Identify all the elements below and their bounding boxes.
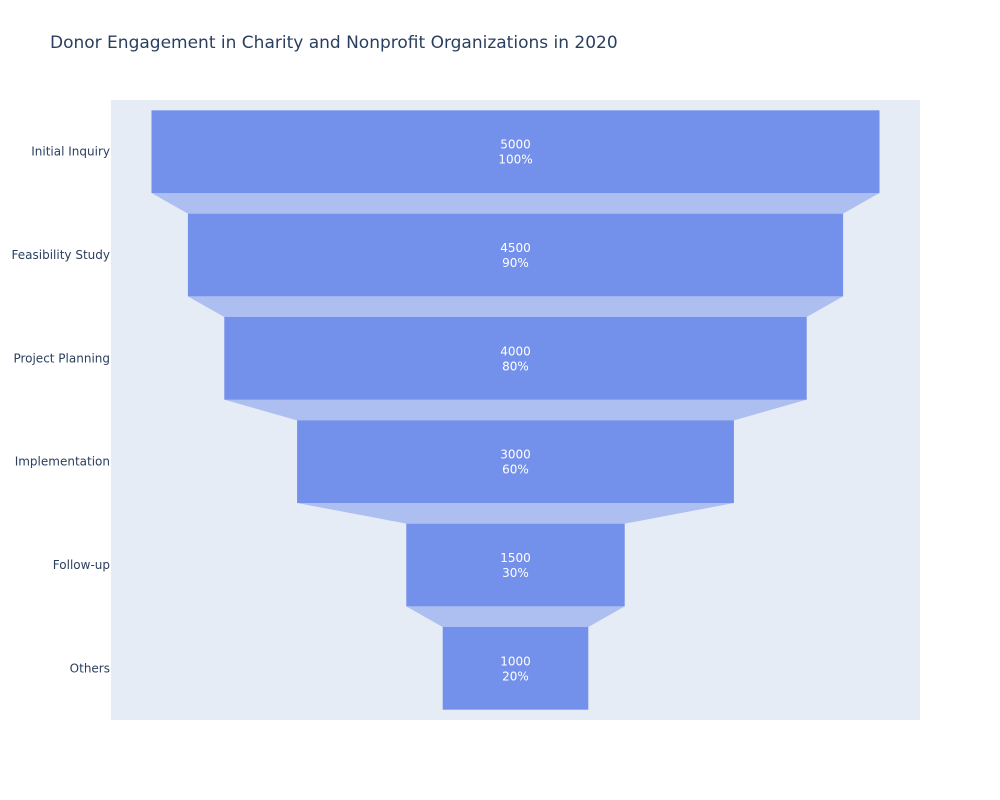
funnel-connector-5	[406, 606, 625, 627]
category-label-others: Others	[70, 661, 110, 675]
funnel-bar-feasibility-study[interactable]	[187, 213, 844, 297]
funnel-connector-4	[297, 503, 734, 524]
funnel-connectors	[151, 193, 880, 627]
value-label-initial-inquiry: 5000	[500, 138, 531, 152]
chart-title: Donor Engagement in Charity and Nonprofi…	[50, 33, 618, 53]
percent-label-feasibility-study: 90%	[502, 256, 529, 270]
funnel-connector-2	[187, 296, 844, 317]
value-label-follow-up: 1500	[500, 551, 531, 565]
funnel-connector-3	[224, 399, 807, 421]
funnel-bar-implementation[interactable]	[297, 420, 734, 504]
category-label-implementation: Implementation	[15, 455, 110, 469]
value-label-implementation: 3000	[500, 448, 531, 462]
percent-label-initial-inquiry: 100%	[498, 153, 532, 167]
percent-label-others: 20%	[502, 669, 529, 683]
percent-label-implementation: 60%	[502, 463, 529, 477]
value-label-project-planning: 4000	[500, 344, 531, 358]
funnel-bar-follow-up[interactable]	[406, 523, 625, 607]
funnel-bar-initial-inquiry[interactable]	[151, 110, 880, 194]
category-label-follow-up: Follow-up	[53, 558, 110, 572]
funnel-bar-project-planning[interactable]	[224, 316, 807, 400]
category-label-initial-inquiry: Initial Inquiry	[31, 145, 110, 159]
category-labels: Initial Inquiry Feasibility Study Project …	[12, 145, 110, 676]
category-label-project-planning: Project Planning	[13, 351, 110, 365]
percent-label-project-planning: 80%	[502, 359, 529, 373]
category-label-feasibility-study: Feasibility Study	[12, 248, 110, 262]
value-label-others: 1000	[500, 654, 531, 668]
percent-label-follow-up: 30%	[502, 566, 529, 580]
funnel-bar-others[interactable]	[442, 626, 589, 710]
funnel-bars	[151, 110, 880, 710]
value-label-feasibility-study: 4500	[500, 241, 531, 255]
funnel-connector-1	[151, 193, 880, 214]
